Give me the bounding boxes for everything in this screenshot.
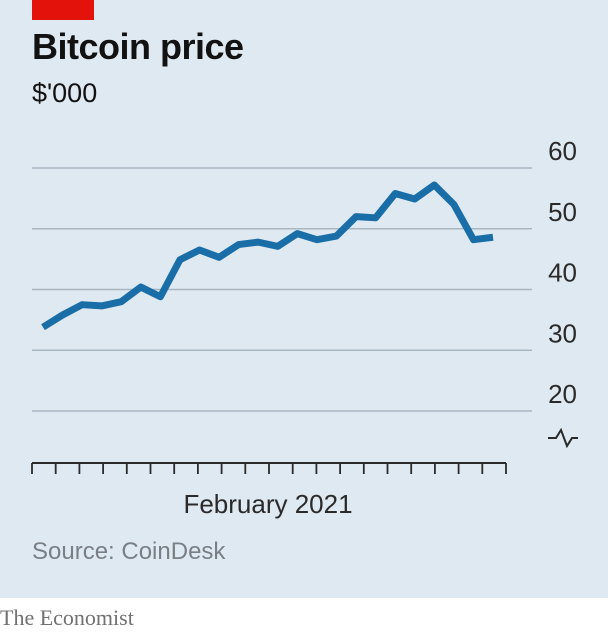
brand-name: The Economist (0, 605, 134, 630)
chart-source: Source: CoinDesk (32, 538, 226, 565)
brand-red-tag (32, 0, 94, 20)
chart-panel: Bitcoin price $'000 60 50 40 30 20 February 2… (0, 0, 608, 598)
y-tick-label-20: 20 (548, 379, 577, 409)
y-tick-label-30: 30 (548, 318, 577, 348)
chart-title: Bitcoin price (32, 26, 244, 67)
axis-break-icon (548, 427, 578, 449)
y-tick-label-40: 40 (548, 258, 577, 288)
y-tick-label-60: 60 (548, 136, 577, 166)
y-tick-label-50: 50 (548, 197, 577, 227)
series-line-bitcoin-price (41, 181, 494, 331)
x-axis-label: February 2021 (183, 489, 352, 519)
chart-subtitle: $'000 (32, 78, 98, 108)
line-chart: 60 50 40 30 20 February 2021 (31, 136, 578, 519)
